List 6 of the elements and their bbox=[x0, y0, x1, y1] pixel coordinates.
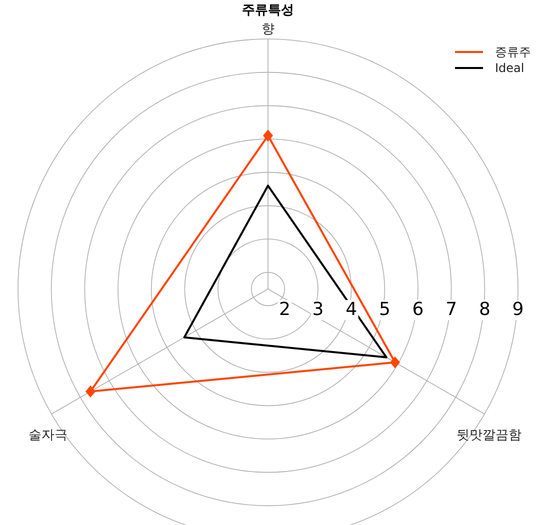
spoke-label: 뒷맛깔끔함 bbox=[456, 428, 522, 443]
chart-title: 주류특성 bbox=[242, 3, 294, 18]
legend-label: Ideal bbox=[495, 61, 524, 75]
spoke-label: 향 bbox=[262, 22, 274, 37]
spoke-label: 술자극 bbox=[28, 428, 68, 443]
legend-label: 증류주 bbox=[495, 45, 531, 59]
